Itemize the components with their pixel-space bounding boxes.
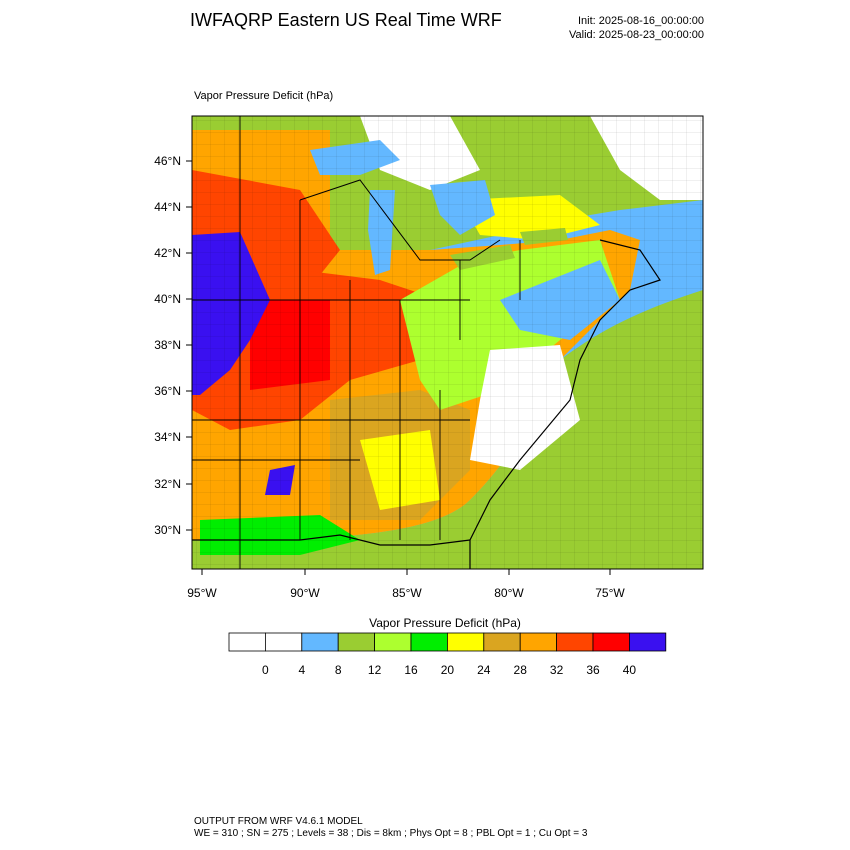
colorbar-swatch [519,632,558,652]
colorbar-swatch [483,632,521,652]
lon-label: 75°W [595,586,625,600]
colorbar [228,632,667,652]
page-title: IWFAQRP Eastern US Real Time WRF [190,10,502,30]
colorbar-swatch [228,632,266,652]
lat-ticks [186,160,192,531]
lon-label: 85°W [392,586,422,600]
colorbar-tick-label: 36 [586,663,600,677]
county-boundaries [192,116,703,569]
colorbar-swatch [592,632,630,652]
colorbar-tick-label: 16 [404,663,418,677]
east-coastline [469,239,661,569]
lon-ticks [201,569,611,575]
map-plot-area [192,116,703,569]
model-info-line1: OUTPUT FROM WRF V4.6.1 MODEL [194,816,363,827]
colorbar-tick-label: 20 [441,663,455,677]
lon-label: 95°W [187,586,217,600]
colorbar-swatch [374,632,412,652]
timestamp-block: Init: 2025-08-16_00:00:00 Valid: 2025-08… [569,14,704,42]
lat-label: 38°N [154,338,181,352]
model-info: OUTPUT FROM WRF V4.6.1 MODEL WE = 310 ; … [194,816,587,840]
lat-labels: 46°N 44°N 42°N 40°N 38°N 36°N 34°N 32°N … [154,154,181,537]
valid-time: Valid: 2025-08-23_00:00:00 [569,29,704,41]
lat-label: 30°N [154,523,181,537]
lat-label: 44°N [154,200,181,214]
colorbar-swatch [629,632,667,652]
colorbar-tick-label: 8 [335,663,342,677]
gulf-coastline [192,534,471,546]
lon-labels: 95°W 90°W 85°W 80°W 75°W [187,586,625,600]
init-time: Init: 2025-08-16_00:00:00 [578,15,704,27]
border-line [299,179,501,261]
lat-label: 40°N [154,292,181,306]
colorbar-swatch [264,632,303,652]
lat-label: 36°N [154,384,181,398]
lat-label: 42°N [154,246,181,260]
colorbar-swatch [410,632,448,652]
colorbar-tick-label: 12 [368,663,382,677]
colorbar-tick-label: 4 [298,663,305,677]
colorbar-title: Vapor Pressure Deficit (hPa) [369,616,521,630]
colorbar-swatch [446,632,485,652]
lon-label: 80°W [494,586,524,600]
lat-label: 34°N [154,430,181,444]
colorbar-swatch [301,632,339,652]
lon-label: 90°W [290,586,320,600]
colorbar-tick-label: 24 [477,663,491,677]
colorbar-tick-label: 32 [550,663,564,677]
map-frame [191,115,704,570]
colorbar-labels: 0 4 8 12 16 20 24 28 32 36 40 [262,663,636,677]
colorbar-swatch [337,632,376,652]
model-info-line2: WE = 310 ; SN = 275 ; Levels = 38 ; Dis … [194,828,588,839]
colorbar-tick-label: 40 [623,663,637,677]
field-label: Vapor Pressure Deficit (hPa) [194,90,334,102]
lat-label: 46°N [154,154,181,168]
colorbar-tick-label: 0 [262,663,269,677]
lat-label: 32°N [154,477,181,491]
colorbar-swatch [556,632,594,652]
state-boundaries [192,116,521,569]
colorbar-tick-label: 28 [514,663,528,677]
